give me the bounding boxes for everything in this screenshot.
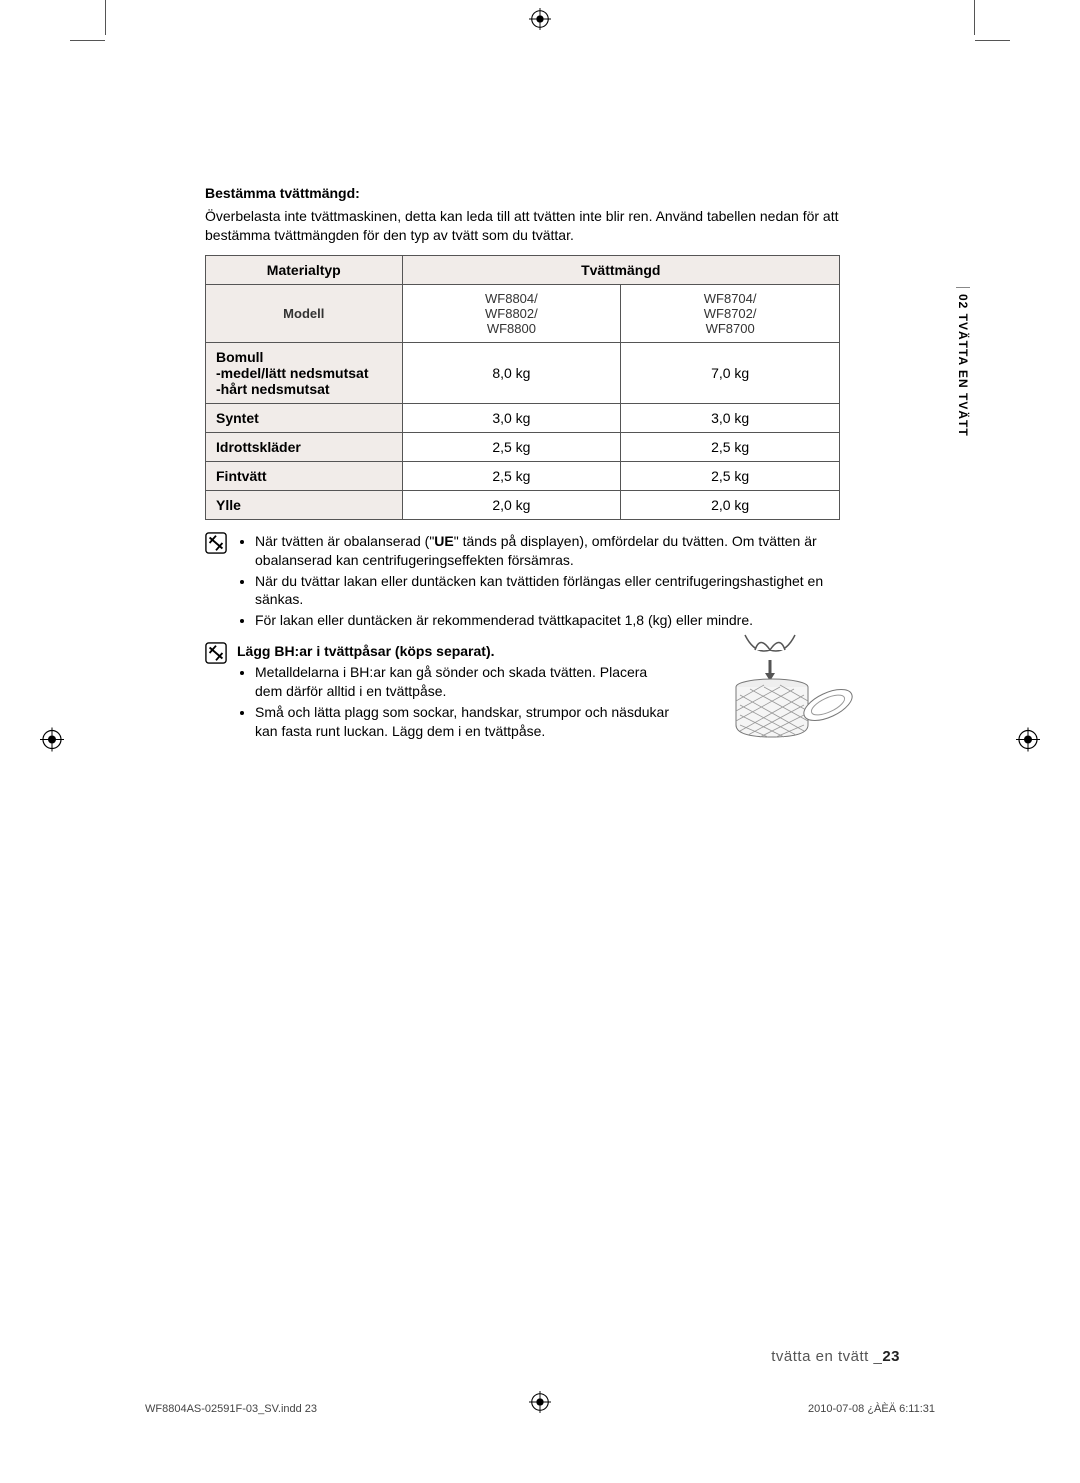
model-group-b: WF8704/ WF8702/ WF8700: [621, 284, 840, 342]
note-icon: [205, 642, 227, 664]
cell: Idrottskläder: [206, 432, 403, 461]
intro-paragraph: Överbelasta inte tvättmaskinen, detta ka…: [205, 207, 840, 245]
th-model: Modell: [206, 284, 403, 342]
note-body: Lägg BH:ar i tvättpåsar (köps separat). …: [237, 642, 677, 742]
note-item: När tvätten är obalanserad ("UE" tänds p…: [255, 532, 840, 570]
note-block-1: När tvätten är obalanserad ("UE" tänds p…: [205, 532, 840, 632]
th-amount: Tvättmängd: [402, 255, 839, 284]
cell: 2,5 kg: [402, 432, 621, 461]
crop-mark: [975, 40, 1010, 41]
t: När tvätten är obalanserad (": [255, 533, 434, 549]
table-row: Ylle2,0 kg2,0 kg: [206, 490, 840, 519]
cell: 8,0 kg: [402, 342, 621, 403]
cell: Syntet: [206, 403, 403, 432]
cell: 3,0 kg: [402, 403, 621, 432]
section-heading: Bestämma tvättmängd:: [205, 185, 840, 201]
registration-mark-top: [0, 8, 1080, 30]
th-material: Materialtyp: [206, 255, 403, 284]
cell: 2,5 kg: [621, 461, 840, 490]
cell: 2,0 kg: [402, 490, 621, 519]
model-group-a: WF8804/ WF8802/ WF8800: [402, 284, 621, 342]
note-icon: [205, 532, 227, 554]
registration-mark-left: [40, 727, 64, 756]
crop-mark: [70, 40, 105, 41]
cell: Fintvätt: [206, 461, 403, 490]
section-tab: 02 TVÄTTA EN TVÄTT: [956, 287, 970, 447]
cell: 7,0 kg: [621, 342, 840, 403]
note-body: När tvätten är obalanserad ("UE" tänds p…: [237, 532, 840, 632]
laundry-bag-illustration: [710, 625, 870, 745]
cell: 3,0 kg: [621, 403, 840, 432]
indd-filename: WF8804AS-02591F-03_SV.indd 23: [145, 1403, 317, 1415]
table-row: Bomull -medel/lätt nedsmutsat -hårt neds…: [206, 342, 840, 403]
note-item: Små och lätta plagg som sockar, handskar…: [255, 703, 677, 741]
footer-label: tvätta en tvätt _: [771, 1348, 882, 1365]
cell: 2,0 kg: [621, 490, 840, 519]
page-content: Bestämma tvättmängd: Överbelasta inte tv…: [205, 185, 840, 743]
cell: 2,5 kg: [621, 432, 840, 461]
cell: 2,5 kg: [402, 461, 621, 490]
cell: Ylle: [206, 490, 403, 519]
registration-mark-right: [1016, 727, 1040, 756]
registration-mark-bottom: [529, 1391, 551, 1418]
note-title: Lägg BH:ar i tvättpåsar (köps separat).: [237, 642, 677, 661]
cell: Bomull -medel/lätt nedsmutsat -hårt neds…: [206, 342, 403, 403]
indd-timestamp: 2010-07-08 ¿ÀÈÄ 6:11:31: [808, 1403, 935, 1415]
table-row: Fintvätt2,5 kg2,5 kg: [206, 461, 840, 490]
note-item: När du tvättar lakan eller duntäcken kan…: [255, 572, 840, 610]
load-capacity-table: Materialtyp Tvättmängd Modell WF8804/ WF…: [205, 255, 840, 520]
page-footer: tvätta en tvätt _23: [771, 1348, 900, 1365]
page-number: 23: [882, 1348, 900, 1365]
note-item: Metalldelarna i BH:ar kan gå sönder och …: [255, 663, 677, 701]
table-row: Syntet3,0 kg3,0 kg: [206, 403, 840, 432]
t: UE: [434, 533, 453, 549]
table-row: Idrottskläder2,5 kg2,5 kg: [206, 432, 840, 461]
